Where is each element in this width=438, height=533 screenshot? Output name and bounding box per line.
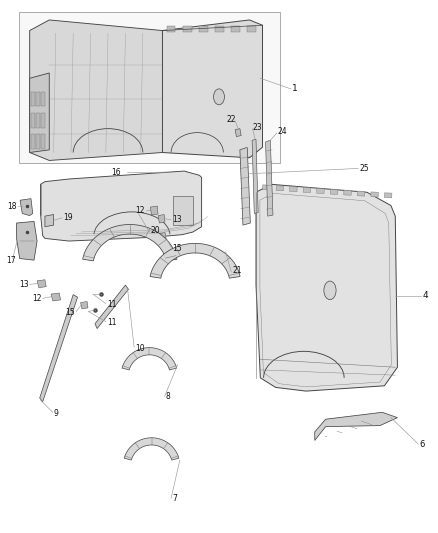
Text: 21: 21 [232,266,241,275]
Polygon shape [40,295,78,402]
Polygon shape [37,280,46,288]
Polygon shape [252,139,258,214]
Ellipse shape [214,89,224,105]
Text: 12: 12 [32,294,42,303]
Polygon shape [17,221,37,260]
Polygon shape [240,148,251,225]
Text: 10: 10 [135,344,145,353]
Bar [31,92,35,107]
Bar [31,113,35,127]
Bar [36,134,40,149]
Polygon shape [150,244,240,278]
Bar [262,185,270,190]
Ellipse shape [324,281,336,300]
Text: 13: 13 [19,280,28,289]
Text: 11: 11 [107,318,116,327]
Bar [357,191,365,196]
Polygon shape [83,224,177,261]
Bar [303,188,311,192]
Bar [19,12,280,163]
Bar [385,193,392,198]
Text: 22: 22 [226,115,236,124]
Bar [199,26,208,32]
Polygon shape [30,20,162,160]
Polygon shape [122,348,177,370]
Polygon shape [315,413,397,440]
Text: 8: 8 [166,392,170,401]
Text: 25: 25 [359,164,369,173]
Polygon shape [20,199,33,216]
Text: 24: 24 [278,127,287,136]
Polygon shape [150,206,158,215]
Bar [215,26,224,32]
Text: 6: 6 [419,440,424,449]
Polygon shape [256,184,397,391]
Bar [371,192,378,197]
Polygon shape [159,232,166,239]
Text: 20: 20 [150,227,160,236]
Bar [167,26,176,32]
Bar [276,185,283,191]
Polygon shape [81,302,88,309]
Text: 13: 13 [172,215,182,224]
Polygon shape [162,20,262,158]
Polygon shape [30,73,49,152]
Bar [36,113,40,127]
Text: 17: 17 [7,256,16,265]
Polygon shape [235,128,241,136]
Text: 1: 1 [292,84,298,93]
Polygon shape [265,140,273,216]
Text: 12: 12 [135,206,145,215]
Bar [183,26,191,32]
Bar [247,26,256,32]
Bar [36,92,40,107]
Text: 16: 16 [111,168,121,177]
Bar [290,187,297,192]
Bar [344,190,351,195]
Text: 9: 9 [53,409,59,418]
Text: 4: 4 [423,291,428,300]
Polygon shape [51,293,60,301]
Polygon shape [41,171,201,241]
Bar [42,134,46,149]
Polygon shape [124,438,179,460]
Polygon shape [158,215,165,223]
Bar [42,92,46,107]
Bar [317,188,324,193]
Text: 19: 19 [63,213,73,222]
Text: 15: 15 [65,308,74,317]
Polygon shape [45,215,53,227]
Text: 23: 23 [253,123,262,132]
Text: 18: 18 [7,201,17,211]
Text: 11: 11 [107,300,116,309]
Polygon shape [95,285,128,328]
Bar [231,26,240,32]
Text: 7: 7 [172,494,177,503]
Bar [330,189,338,195]
Bar [31,134,35,149]
Bar [173,196,193,225]
Bar [42,113,46,127]
Text: 15: 15 [172,244,182,253]
